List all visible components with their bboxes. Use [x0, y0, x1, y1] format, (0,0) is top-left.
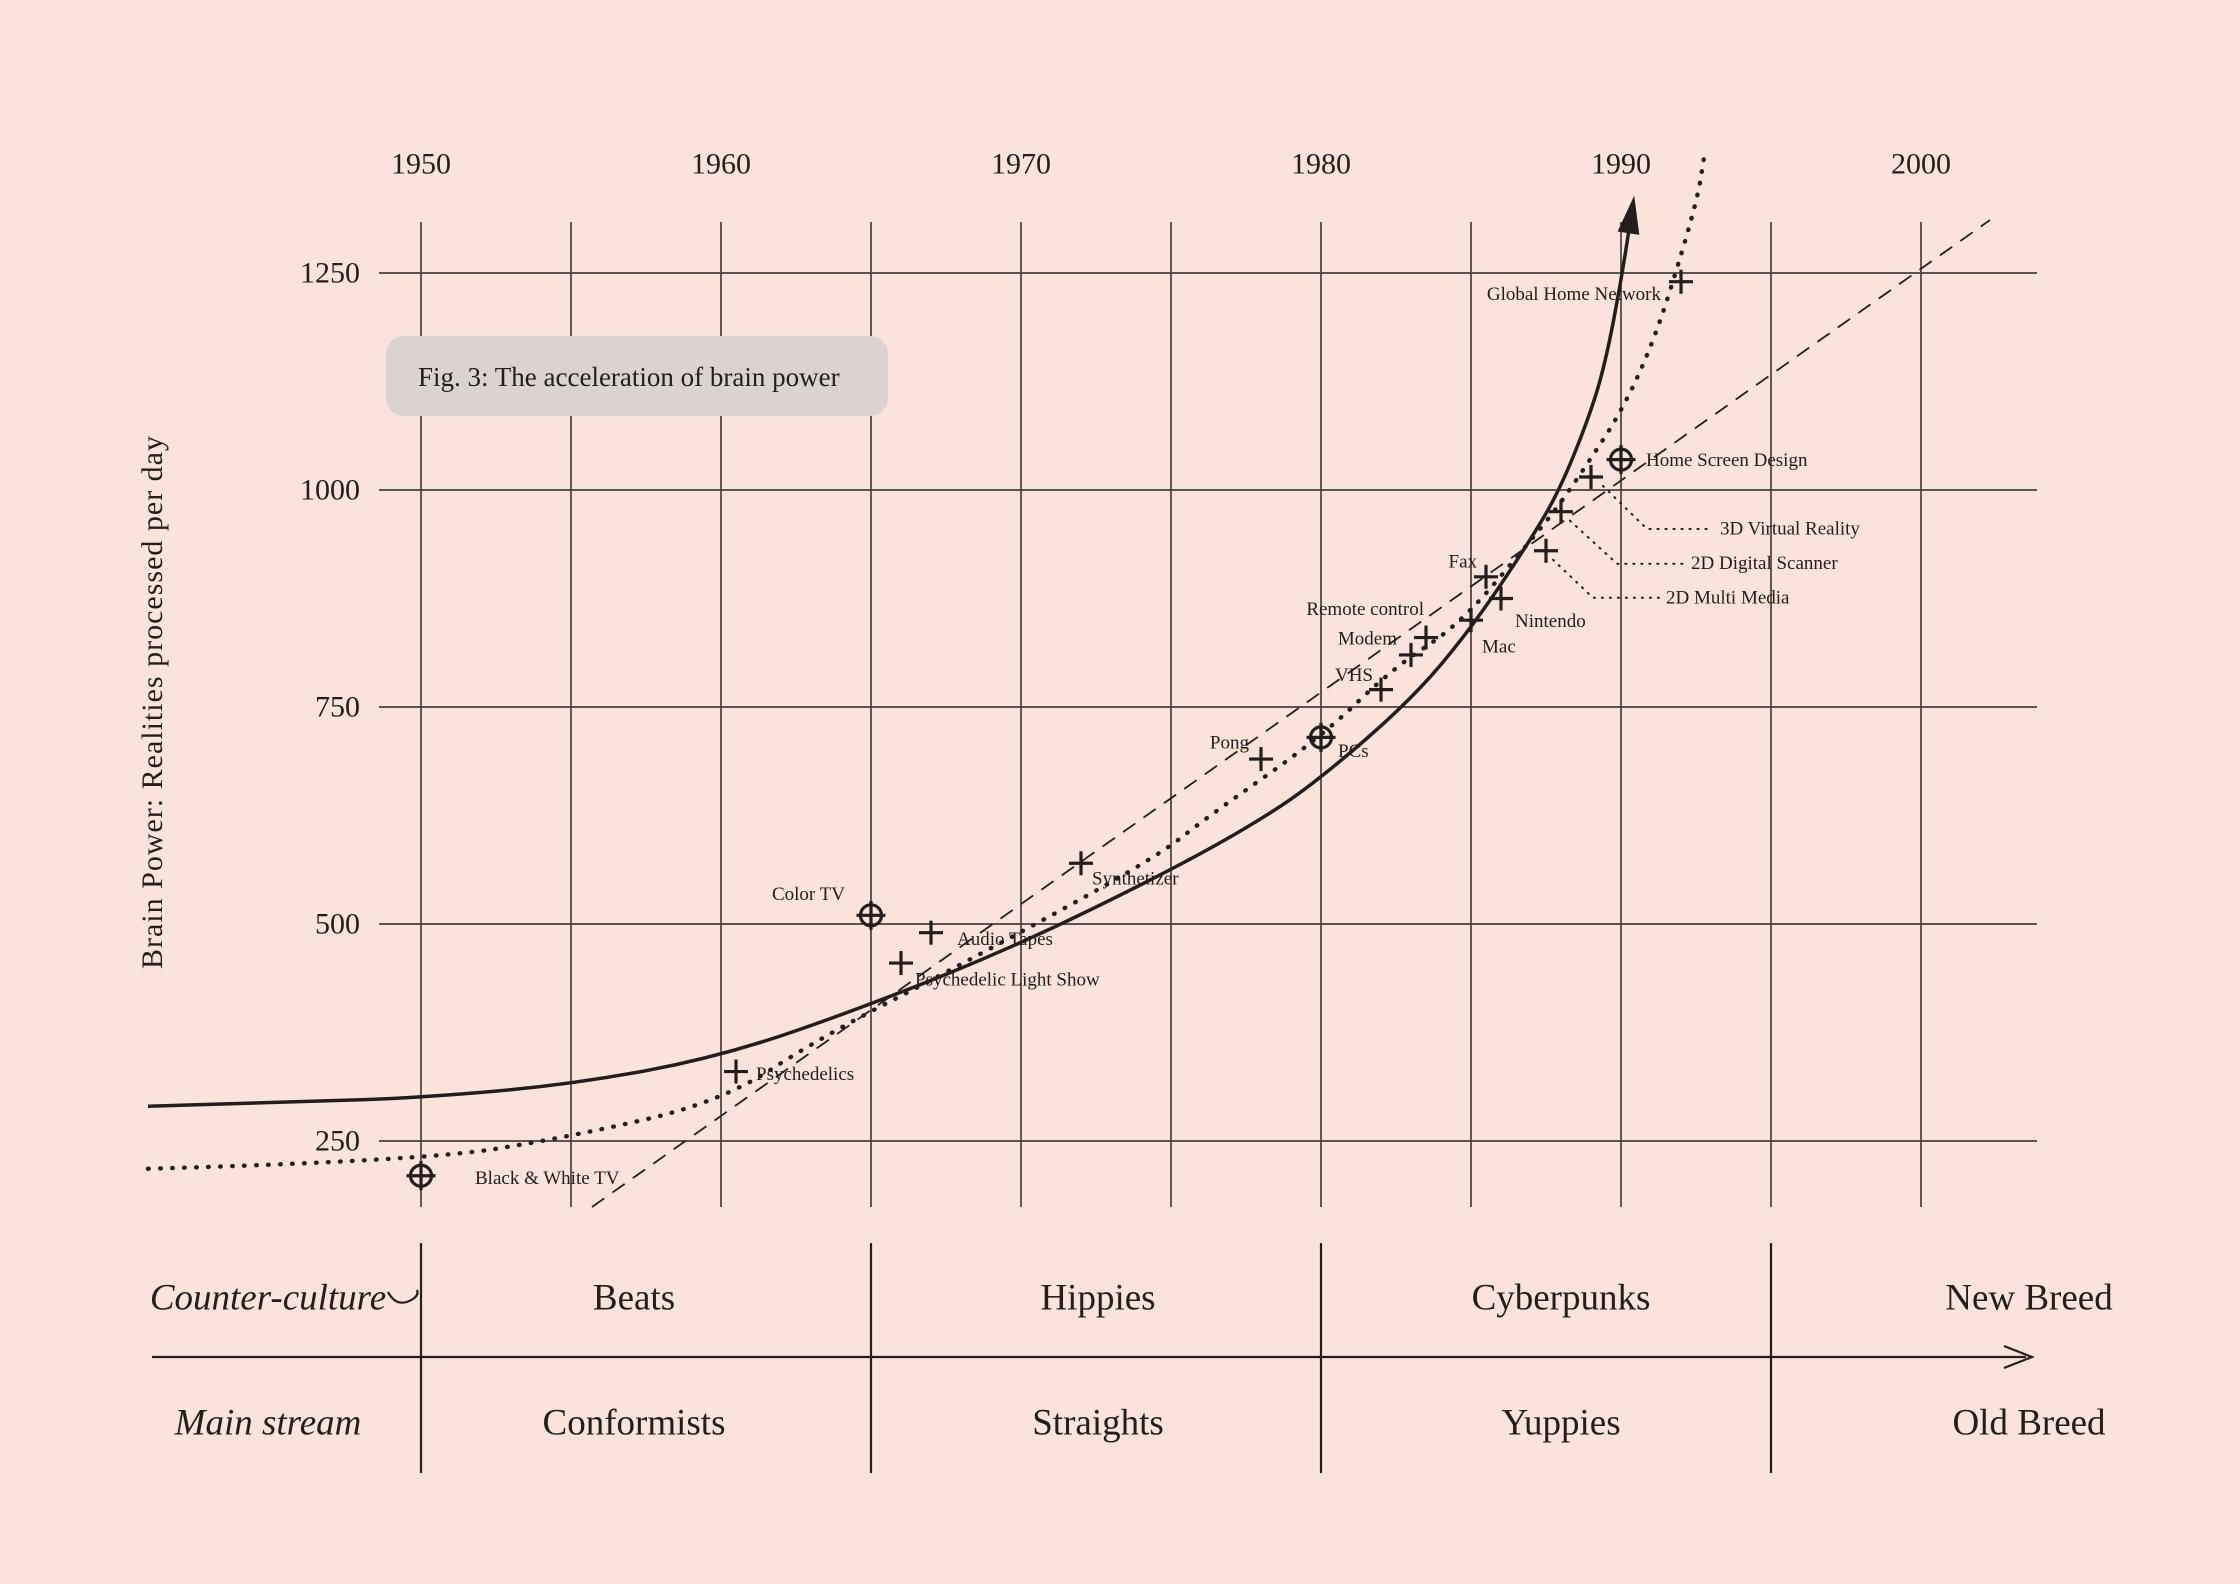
- point-label-black-white-tv: Black & White TV: [475, 1168, 620, 1189]
- point-label-mac: Mac: [1482, 637, 1516, 658]
- x-tick-label-1950: 1950: [391, 148, 451, 181]
- point-pong: Pong: [1210, 733, 1273, 772]
- point-vhs: VHS: [1335, 665, 1393, 702]
- timeline-arrowhead-icon: [2003, 1344, 2036, 1370]
- y-axis-title: Brain Power: Realities processed per day: [136, 435, 169, 969]
- curve-arrowhead: [1617, 195, 1640, 235]
- y-tick-label-250: 250: [315, 1125, 360, 1158]
- x-tick-label-1990: 1990: [1591, 148, 1651, 181]
- point-3d-virtual-reality: 3D Virtual Reality: [1579, 464, 1860, 539]
- point-remote-control: Remote control: [1306, 599, 1438, 650]
- x-tick-label-1970: 1970: [991, 148, 1051, 181]
- point-black-white-tv: Black & White TV: [406, 1161, 620, 1191]
- generation-cell-cyberpunks: Cyberpunks: [1472, 1278, 1651, 1319]
- point-2d-multi-media: 2D Multi Media: [1534, 538, 1790, 608]
- y-tick-label-1250: 1250: [300, 257, 360, 290]
- curve-linear-trend-line: [591, 219, 1991, 1208]
- x-tick-label-1980: 1980: [1291, 148, 1351, 181]
- x-tick-label-2000: 2000: [1891, 148, 1951, 181]
- point-label-global-home-network: Global Home Network: [1487, 284, 1662, 305]
- point-fax: Fax: [1449, 551, 1498, 589]
- point-mac: Mac: [1459, 608, 1516, 658]
- leader-line-3d-virtual-reality: [1602, 484, 1714, 530]
- generation-cell-hippies: Hippies: [1040, 1278, 1155, 1319]
- point-label-pcs: PCs: [1338, 741, 1369, 762]
- figure-caption-box: [386, 336, 888, 416]
- y-tick-label-750: 750: [315, 691, 360, 724]
- point-psychedelics: Psychedelics: [724, 1059, 854, 1085]
- generation-cell-new-breed: New Breed: [1945, 1278, 2113, 1319]
- point-label-home-screen-design: Home Screen Design: [1646, 450, 1808, 471]
- generation-cell-beats: Beats: [593, 1278, 675, 1319]
- point-nintendo: Nintendo: [1489, 586, 1586, 632]
- curves-layer: [145, 149, 1991, 1208]
- point-label-color-tv: Color TV: [772, 884, 845, 905]
- x-tick-label-1960: 1960: [691, 148, 751, 181]
- point-label-nintendo: Nintendo: [1515, 611, 1586, 632]
- point-label-psychedelic-light-show: Psychedelic Light Show: [915, 970, 1100, 991]
- point-2d-digital-scanner: 2D Digital Scanner: [1549, 499, 1838, 574]
- point-global-home-network: Global Home Network: [1487, 269, 1693, 305]
- generation-cell-old-breed: Old Breed: [1952, 1403, 2106, 1444]
- points-layer: Black & White TV Psychedelics Color TV Psyc…: [406, 269, 1860, 1191]
- point-color-tv: Color TV: [772, 884, 886, 930]
- point-label-3d-virtual-reality: 3D Virtual Reality: [1720, 518, 1860, 539]
- point-label-vhs: VHS: [1335, 665, 1373, 686]
- figure-caption: Fig. 3: The acceleration of brain power: [418, 362, 840, 392]
- generations-band: Counter-culture Beats Hippies Cyberpunks New…: [150, 1243, 2113, 1473]
- generation-cell-straights: Straights: [1032, 1403, 1164, 1444]
- point-label-remote-control: Remote control: [1306, 599, 1424, 620]
- generation-cell-yuppies: Yuppies: [1501, 1403, 1620, 1444]
- row-label-counter-culture: Counter-culture: [150, 1278, 386, 1319]
- axis-label-layer: 1950 1960 1970 1980 1990 2000 250 500 750 1000 125…: [300, 148, 1951, 1158]
- point-label-psychedelics: Psychedelics: [756, 1064, 854, 1085]
- y-tick-label-500: 500: [315, 908, 360, 941]
- point-label-modem: Modem: [1338, 628, 1397, 649]
- curve-mainstream-growth-curve: [147, 203, 1635, 1109]
- y-tick-label-1000: 1000: [300, 474, 360, 507]
- point-label-pong: Pong: [1210, 733, 1250, 754]
- row-label-main-stream: Main stream: [174, 1403, 362, 1444]
- leader-line-2d-multi-media: [1552, 558, 1660, 599]
- grid-layer: [379, 222, 2037, 1207]
- generation-cell-conformists: Conformists: [543, 1403, 726, 1444]
- point-label-synthetizer: Synthetizer: [1092, 869, 1179, 890]
- point-label-audio-tapes: Audio Tapes: [957, 929, 1053, 950]
- point-home-screen-design: Home Screen Design: [1606, 445, 1808, 475]
- point-pcs: PCs: [1306, 722, 1369, 762]
- leader-line-2d-digital-scanner: [1569, 519, 1685, 565]
- point-label-2d-digital-scanner: 2D Digital Scanner: [1691, 553, 1838, 574]
- point-label-2d-multi-media: 2D Multi Media: [1666, 587, 1790, 608]
- point-label-fax: Fax: [1449, 551, 1478, 572]
- point-psychedelic-light-show: Psychedelic Light Show: [889, 951, 1100, 991]
- point-synthetizer: Synthetizer: [1069, 851, 1179, 890]
- point-modem: Modem: [1338, 628, 1423, 667]
- counter-culture-swash: [387, 1289, 419, 1304]
- point-audio-tapes: Audio Tapes: [919, 920, 1053, 950]
